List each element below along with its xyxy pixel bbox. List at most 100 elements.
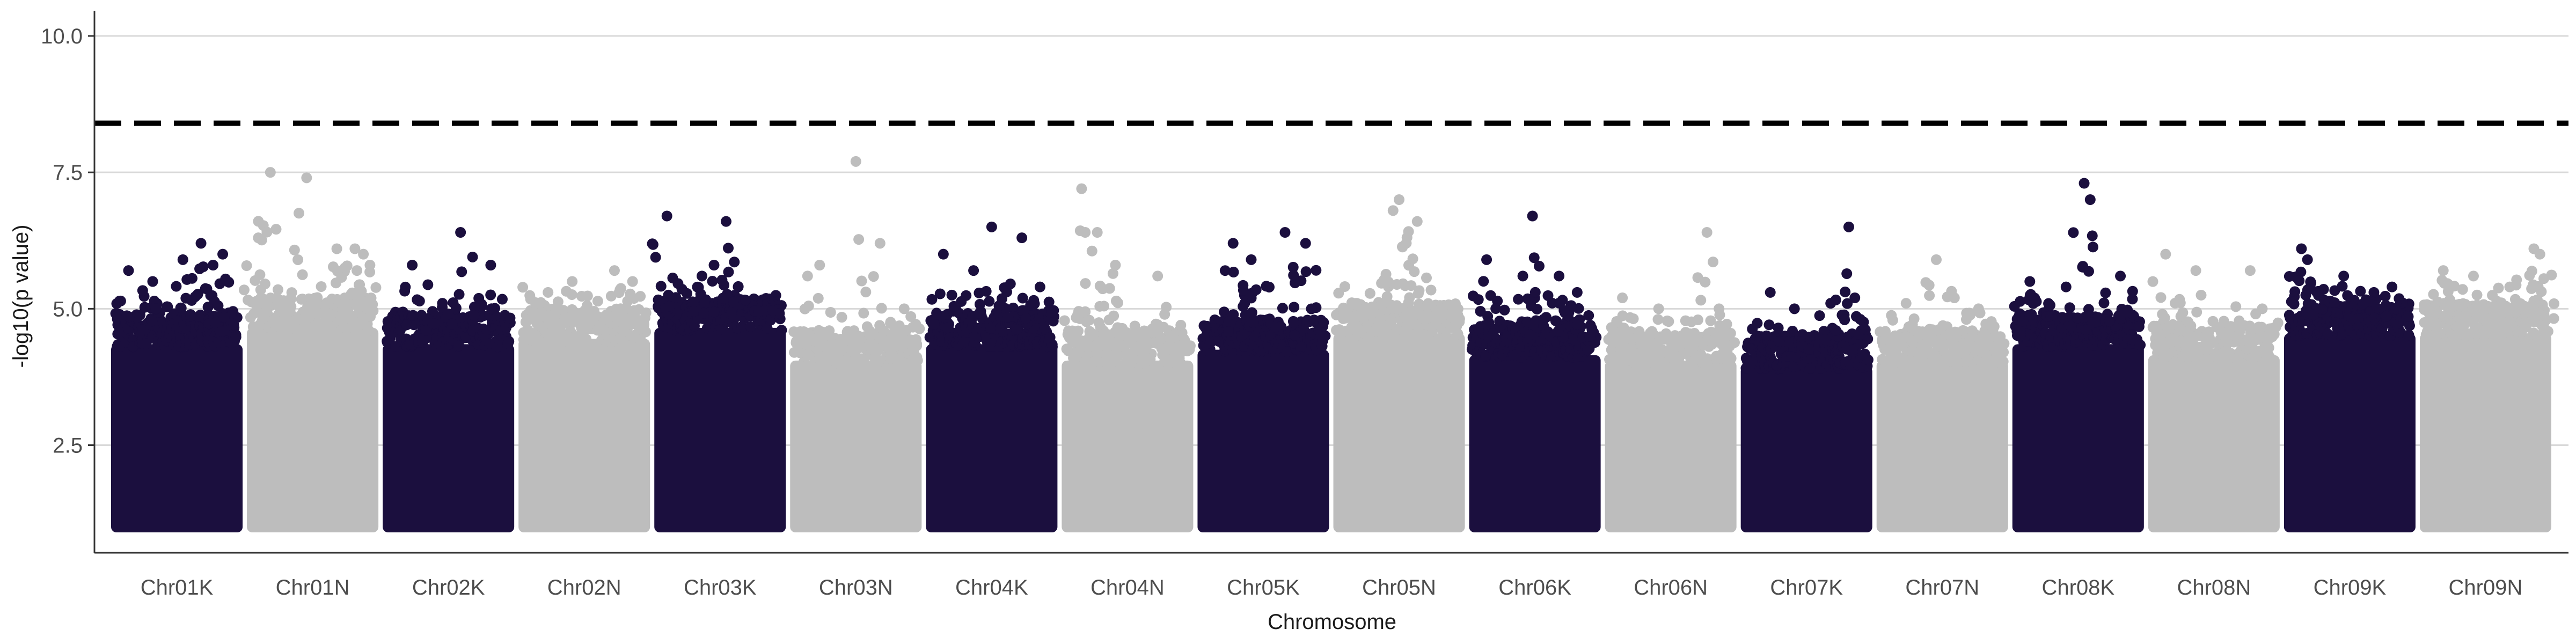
data-point bbox=[2548, 313, 2559, 324]
data-point bbox=[736, 321, 748, 332]
data-point bbox=[849, 339, 860, 350]
data-point bbox=[1540, 312, 1552, 323]
data-point bbox=[2104, 316, 2115, 327]
data-point bbox=[185, 311, 196, 322]
data-point bbox=[442, 309, 453, 320]
data-point bbox=[1847, 344, 1858, 355]
data-point bbox=[2394, 293, 2405, 304]
data-point bbox=[171, 281, 182, 292]
data-point bbox=[928, 319, 940, 330]
data-point bbox=[2264, 352, 2275, 363]
data-point bbox=[753, 306, 764, 317]
data-point bbox=[1662, 315, 1673, 326]
data-point bbox=[1413, 288, 1424, 299]
data-point bbox=[2264, 327, 2275, 338]
series-Chr04K bbox=[924, 221, 1059, 532]
data-point bbox=[486, 303, 497, 314]
dense-region-Chr09N bbox=[2419, 333, 2551, 532]
data-point bbox=[1046, 306, 1057, 318]
data-point bbox=[2256, 330, 2267, 341]
data-point bbox=[1099, 301, 1110, 312]
data-point bbox=[2317, 304, 2328, 315]
peak-point bbox=[1016, 232, 1028, 244]
data-point bbox=[1959, 326, 1970, 337]
peak-point bbox=[485, 260, 496, 270]
data-point bbox=[985, 323, 997, 334]
data-point bbox=[1862, 354, 1874, 365]
data-point bbox=[615, 303, 626, 314]
data-point bbox=[1937, 320, 1949, 331]
peak-point bbox=[2368, 287, 2380, 298]
y-tick-label: 5.0 bbox=[53, 297, 83, 321]
data-point bbox=[1841, 268, 1853, 279]
data-point bbox=[707, 276, 718, 287]
dense-region-Chr09K bbox=[2284, 333, 2416, 532]
data-point bbox=[258, 294, 269, 305]
data-point bbox=[2526, 283, 2537, 294]
data-point bbox=[1924, 290, 1935, 301]
data-point bbox=[1277, 303, 1288, 314]
data-point bbox=[504, 312, 516, 324]
data-point bbox=[1418, 313, 1429, 324]
data-point bbox=[241, 260, 252, 272]
data-point bbox=[1364, 288, 1375, 299]
data-point bbox=[1855, 313, 1866, 325]
x-tick-label: Chr07K bbox=[1770, 576, 1843, 599]
data-point bbox=[942, 322, 953, 333]
data-point bbox=[2191, 306, 2202, 318]
series-Chr08K bbox=[2009, 178, 2146, 532]
data-point bbox=[1761, 330, 1772, 341]
data-point bbox=[327, 261, 339, 273]
data-point bbox=[114, 295, 125, 306]
peak-point bbox=[2534, 248, 2545, 260]
peak-point bbox=[301, 172, 312, 184]
data-point bbox=[1406, 280, 1417, 291]
data-point bbox=[150, 303, 162, 314]
data-point bbox=[530, 297, 541, 308]
data-point bbox=[2080, 311, 2091, 323]
data-point bbox=[729, 257, 740, 268]
data-point bbox=[616, 316, 627, 327]
data-point bbox=[1381, 291, 1393, 302]
x-tick-label: Chr03N bbox=[819, 576, 893, 599]
data-point bbox=[1238, 284, 1249, 296]
series-Chr09K bbox=[2284, 243, 2416, 532]
data-point bbox=[825, 306, 836, 318]
data-point bbox=[254, 269, 266, 280]
data-point bbox=[175, 303, 187, 314]
data-point bbox=[2342, 290, 2353, 301]
data-point bbox=[1877, 354, 1888, 365]
data-point bbox=[2081, 324, 2092, 335]
series-Chr09N bbox=[2419, 243, 2560, 532]
data-point bbox=[289, 244, 300, 255]
peak-point bbox=[331, 243, 342, 254]
data-point bbox=[1643, 356, 1654, 368]
data-point bbox=[1306, 303, 1317, 314]
peak-point bbox=[2084, 194, 2096, 205]
peak-point bbox=[1789, 303, 1800, 314]
data-point bbox=[353, 291, 364, 303]
data-point bbox=[1467, 290, 1479, 302]
peak-point bbox=[1653, 303, 1664, 314]
peak-point bbox=[217, 248, 229, 260]
data-point bbox=[1926, 333, 1937, 345]
data-point bbox=[1513, 294, 1524, 305]
peak-point bbox=[1481, 254, 1492, 265]
data-point bbox=[946, 289, 957, 301]
data-point bbox=[352, 265, 363, 276]
data-point bbox=[1407, 253, 1418, 265]
data-point bbox=[1652, 314, 1664, 325]
data-point bbox=[2302, 284, 2314, 295]
data-point bbox=[469, 302, 480, 313]
data-point bbox=[858, 308, 869, 319]
data-point bbox=[1887, 314, 1898, 326]
data-point bbox=[1396, 241, 1408, 252]
peak-point bbox=[1411, 216, 1423, 227]
data-point bbox=[2196, 289, 2207, 301]
dense-region-Chr03N bbox=[790, 360, 922, 532]
data-point bbox=[1318, 317, 1329, 328]
x-tick-label: Chr06K bbox=[1498, 576, 1571, 599]
data-point bbox=[1113, 338, 1124, 349]
data-point bbox=[1783, 336, 1794, 348]
data-point bbox=[1093, 317, 1104, 328]
